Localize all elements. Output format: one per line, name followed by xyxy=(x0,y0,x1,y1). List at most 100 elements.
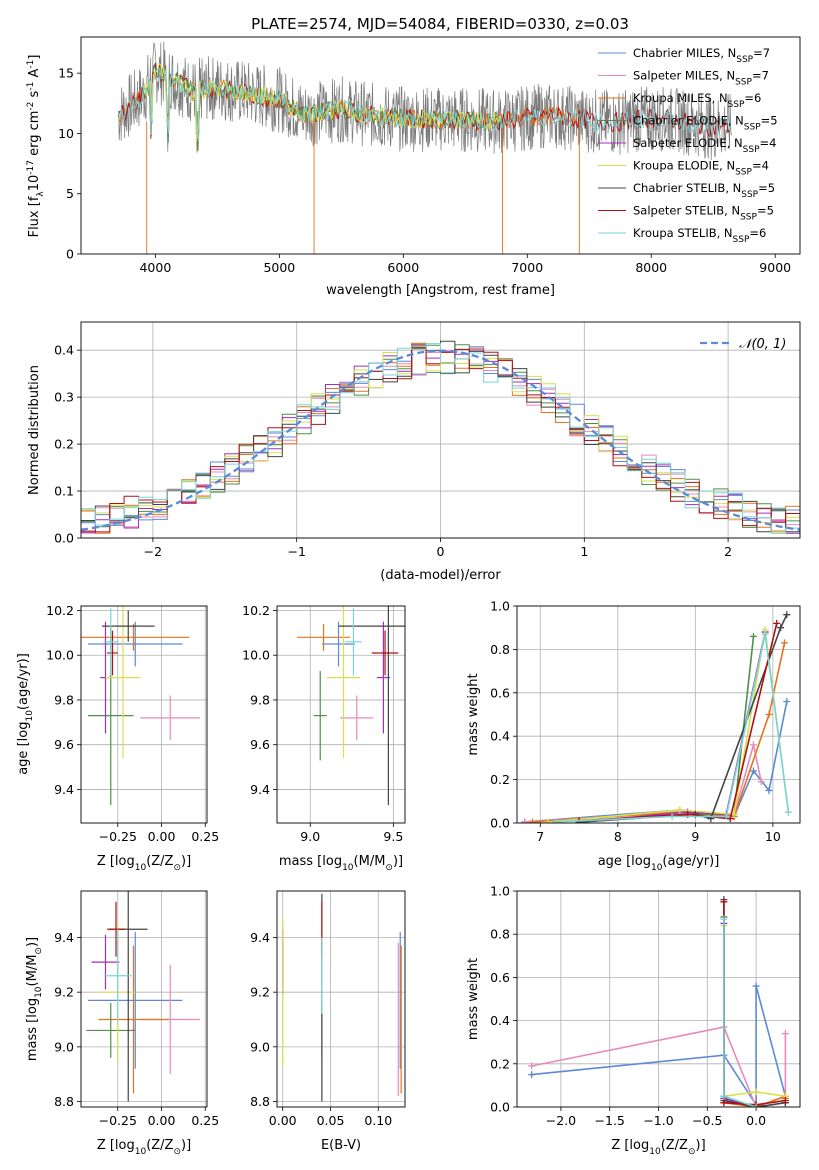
y-tick-label: 9.0 xyxy=(54,1039,74,1054)
x-axis-label: mass [log10(M/M⊙)] xyxy=(279,854,403,873)
mass-weight-marker xyxy=(720,915,728,923)
y-tick-label: 0.3 xyxy=(54,390,74,405)
y-axis-label-part: 10 xyxy=(25,710,35,722)
y-axis-label-part: 10 xyxy=(27,175,42,192)
figure-title: PLATE=2574, MJD=54084, FIBERID=0330, z=0… xyxy=(251,15,629,33)
y-tick-label: 5 xyxy=(66,186,74,201)
mass-weight-line xyxy=(723,899,786,1107)
x-axis-label-part: (Z/Z xyxy=(146,854,173,869)
mass-weight-marker xyxy=(552,818,560,823)
axes-frame xyxy=(516,605,801,824)
mass-weight-marker xyxy=(757,778,765,786)
y-axis-label: mass weight xyxy=(466,673,481,755)
x-axis-label-part: Z [log xyxy=(611,1138,649,1153)
axes-frame xyxy=(80,890,208,1108)
legend-label-part: SSP xyxy=(740,213,757,223)
y-tick-label: 0.1 xyxy=(54,484,74,499)
legend-label: 𝒩(0, 1) xyxy=(739,337,786,352)
x-axis-label-part: (Z/Z xyxy=(146,1138,173,1153)
x-axis-label-part: )] xyxy=(181,854,191,869)
mass-weight-marker xyxy=(781,1030,789,1038)
legend-label-part: =7 xyxy=(752,69,769,83)
legend-label-part: SSP xyxy=(744,123,761,133)
y-tick-label: 10.2 xyxy=(242,603,270,618)
legend-label-part: =5 xyxy=(757,204,774,218)
x-axis-label-part: ⊙ xyxy=(173,863,181,873)
x-axis-label-part: (M/M xyxy=(354,854,386,869)
x-axis-label-part: (Z/Z xyxy=(661,1138,688,1153)
y-tick-label: 0.6 xyxy=(490,970,510,985)
x-axis-label: Z [log10(Z/Z⊙)] xyxy=(97,854,191,873)
legend-label-part: =7 xyxy=(753,46,770,60)
y-axis-label-part: s xyxy=(27,90,42,101)
mass-weight-marker xyxy=(521,818,529,823)
y-axis-label-part: Normed distribution xyxy=(27,365,42,495)
y-tick-label: 1.0 xyxy=(490,884,510,899)
y-tick-label: 9.4 xyxy=(250,930,270,945)
mass-weight-marker xyxy=(528,1071,536,1079)
y-tick-label: 10.0 xyxy=(242,648,270,663)
y-tick-label: 0.2 xyxy=(54,437,74,452)
legend-label: Chabrier ELODIE, NSSP=5 xyxy=(633,114,778,133)
x-axis-label: Z [log10(Z/Z⊙)] xyxy=(97,1138,191,1157)
x-tick-label: 9 xyxy=(691,829,699,844)
legend-label-part: SSP xyxy=(735,168,752,178)
y-tick-label: 9.4 xyxy=(54,930,74,945)
mass-weight-line xyxy=(531,1026,787,1107)
y-axis-label-part: -2 xyxy=(26,102,36,111)
y-tick-label: 10 xyxy=(58,126,74,141)
plot-area-age-vs-Z xyxy=(81,606,200,806)
plot-area-age-vs-mass xyxy=(296,606,405,806)
y-axis-label-part: -1 xyxy=(26,82,36,91)
plot-area-residuals xyxy=(81,340,800,534)
y-tick-label: 15 xyxy=(58,66,74,81)
legend-label: Salpeter STELIB, NSSP=5 xyxy=(633,204,774,223)
x-axis-label-part: (data-model)/error xyxy=(380,568,501,583)
axes-frame xyxy=(80,605,208,824)
y-axis-label-part: mass [log xyxy=(25,998,40,1061)
y-axis-label-part: ⊙ xyxy=(34,947,44,955)
x-tick-label: 9.0 xyxy=(300,829,320,844)
x-tick-label: 0.05 xyxy=(317,1113,345,1128)
plot-area-mass-vs-Z xyxy=(86,891,200,1102)
mass-weight-line xyxy=(578,614,788,823)
y-tick-label: 0.0 xyxy=(490,1100,510,1115)
legend-label: Kroupa MILES, NSSP=6 xyxy=(633,91,761,110)
x-axis-label-part: mass [log xyxy=(279,854,342,869)
mass-weight-marker xyxy=(722,812,730,820)
x-tick-label: 0.0 xyxy=(746,1113,766,1128)
x-axis-label-part: 10 xyxy=(651,863,663,873)
y-tick-label: 10.0 xyxy=(46,648,74,663)
x-axis-label: Z [log10(Z/Z⊙)] xyxy=(611,1138,705,1157)
x-axis-label-part: Z [log xyxy=(97,854,135,869)
x-tick-label: −1 xyxy=(287,544,305,559)
legend-label-part: Kroupa STELIB, N xyxy=(633,226,733,240)
y-tick-label: 9.6 xyxy=(250,737,270,752)
legend-label-part: Chabrier MILES, N xyxy=(633,46,736,60)
x-tick-label: −2 xyxy=(144,544,162,559)
x-axis-label: age [log10(age/yr)] xyxy=(598,854,720,873)
legend-label-part: =5 xyxy=(758,181,775,195)
x-axis-label-part: (age/yr)] xyxy=(662,854,719,869)
model-spectrum-line xyxy=(117,62,732,144)
mass-weight-marker xyxy=(544,818,552,823)
y-tick-label: 8.8 xyxy=(54,1094,74,1109)
x-tick-label: 4000 xyxy=(139,260,171,275)
y-tick-label: 0.4 xyxy=(490,729,510,744)
mass-weight-marker xyxy=(528,1062,536,1070)
panel-age-vs-mass: 9.0 9.5 9.4 9.6 9.8 10.0 10.2 mass [log10(M/M⊙)… xyxy=(242,603,406,873)
mass-weight-marker xyxy=(749,767,757,775)
y-tick-label: 0.2 xyxy=(490,1056,510,1071)
x-tick-label: 5000 xyxy=(263,260,295,275)
x-tick-label: −1.0 xyxy=(643,1113,673,1128)
legend-label: Salpeter ELODIE, NSSP=4 xyxy=(633,136,776,155)
legend-label: Kroupa ELODIE, NSSP=4 xyxy=(633,159,769,178)
mass-weight-line xyxy=(723,901,786,1106)
y-axis-label-part: erg cm xyxy=(27,111,42,160)
legend-label-part: Salpeter STELIB, N xyxy=(633,204,740,218)
mass-weight-line xyxy=(524,744,762,823)
y-tick-label: 0.8 xyxy=(490,927,510,942)
x-axis-label-part: 10 xyxy=(342,863,354,873)
